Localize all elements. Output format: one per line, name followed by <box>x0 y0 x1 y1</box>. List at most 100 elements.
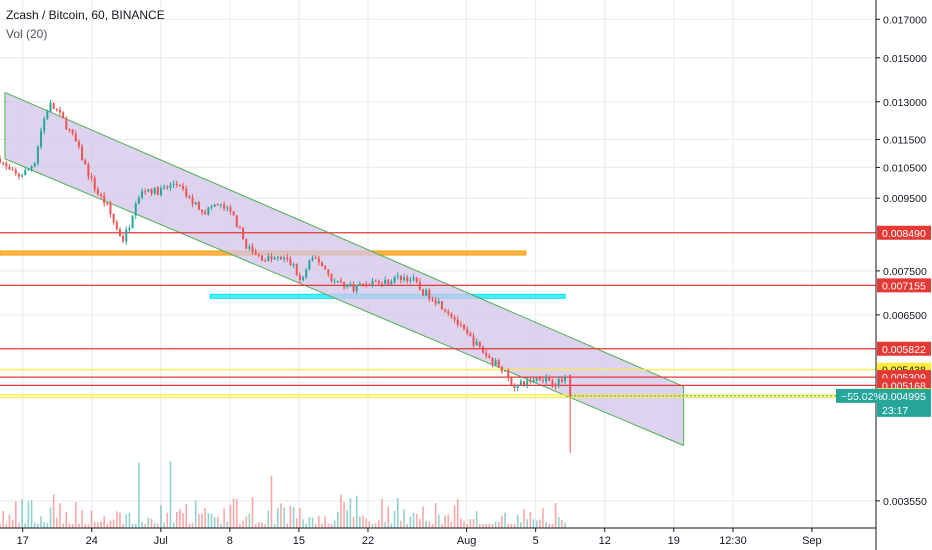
candle-body <box>216 204 219 206</box>
candle-body <box>223 204 226 209</box>
candle-body <box>292 264 295 266</box>
time-tick-label: 8 <box>227 535 233 547</box>
volume-bar <box>324 516 326 528</box>
candle-body <box>11 169 14 171</box>
candle-body <box>46 111 49 119</box>
volume-bar <box>207 513 210 528</box>
candle-body <box>251 246 254 252</box>
volume-bar <box>119 512 121 528</box>
candle-body <box>118 229 121 236</box>
candle-body <box>466 328 469 334</box>
candle-body <box>235 215 238 227</box>
price-tick-label: 0.006500 <box>883 310 927 322</box>
volume-bar <box>548 523 551 528</box>
candle-body <box>131 215 134 229</box>
candle-body <box>163 186 166 189</box>
candle-body <box>336 280 339 282</box>
volume-bar <box>513 523 516 528</box>
volume-bar <box>349 498 352 528</box>
volume-bar <box>24 523 27 528</box>
candle-body <box>523 381 526 386</box>
volume-bar <box>27 501 30 528</box>
volume-bar <box>286 523 289 528</box>
candle-body <box>153 187 156 194</box>
candle-body <box>169 184 172 188</box>
candle-body <box>488 355 491 358</box>
time-tick-label: Sep <box>802 535 822 547</box>
volume-bar <box>551 523 554 528</box>
volume-bar <box>2 511 4 528</box>
candle-body <box>204 211 207 215</box>
candle-body <box>560 378 563 382</box>
candle-body <box>346 284 349 287</box>
volume-bar <box>437 514 440 528</box>
volume-bar <box>134 523 137 528</box>
volume-bar <box>74 502 77 528</box>
time-tick-label: Jul <box>154 535 168 547</box>
candle-body <box>137 197 140 204</box>
volume-bar <box>185 503 188 528</box>
candle-body <box>122 235 125 242</box>
candle-body <box>545 376 548 382</box>
candle-body <box>418 281 421 290</box>
candle-body <box>314 257 317 259</box>
candle-body <box>65 118 68 130</box>
candle-body <box>55 108 58 110</box>
candle-body <box>491 357 494 365</box>
volume-bar <box>11 519 14 528</box>
volume-bar <box>175 511 178 528</box>
volume-bar <box>415 513 418 528</box>
candle-body <box>14 170 17 174</box>
time-tick-label: 17 <box>17 535 29 547</box>
volume-bar <box>90 510 93 528</box>
level-price-label: 0.007155 <box>882 280 926 292</box>
volume-bar <box>188 523 191 528</box>
volume-bar <box>346 509 349 528</box>
candle-body <box>125 230 128 242</box>
candle-body <box>557 378 560 386</box>
candle-body <box>207 207 210 215</box>
candle-body <box>551 380 554 386</box>
volume-bar <box>213 517 216 528</box>
candle-body <box>134 203 137 216</box>
volume-bar <box>125 514 128 528</box>
candle-body <box>24 170 27 176</box>
candle-body <box>384 279 387 284</box>
volume-bar <box>283 507 285 528</box>
volume-bar <box>460 518 462 528</box>
descending-channel <box>4 91 685 446</box>
candle-body <box>324 266 327 270</box>
candle-body <box>554 385 557 387</box>
candle-body <box>194 202 197 205</box>
volume-bar <box>371 523 374 528</box>
price-tick-label: 0.013000 <box>883 97 927 109</box>
volume-bar <box>267 510 270 528</box>
candle-body <box>27 169 30 171</box>
volume-bar <box>103 516 105 528</box>
candle-body <box>564 376 567 382</box>
volume-bars <box>0 461 566 528</box>
candle-body <box>569 374 572 396</box>
volume-bar <box>400 520 402 528</box>
volume-bar <box>504 512 506 528</box>
volume-bar <box>84 523 87 528</box>
candle-body <box>289 259 292 266</box>
volume-bar <box>390 523 393 528</box>
volume-bar <box>359 516 361 528</box>
volume-bar <box>239 523 241 528</box>
volume-bar <box>201 513 203 528</box>
volume-bar <box>472 519 475 528</box>
volume-bar <box>81 510 83 528</box>
volume-bar <box>299 507 301 528</box>
volume-bar <box>497 522 500 528</box>
candle-body <box>90 176 93 178</box>
volume-bar <box>56 517 58 528</box>
level-price-badge <box>877 278 931 293</box>
candle-body <box>406 277 409 282</box>
volume-bar <box>475 511 478 528</box>
candle-body <box>238 226 241 228</box>
volume-bar <box>485 523 487 528</box>
volume-bar <box>0 523 1 528</box>
